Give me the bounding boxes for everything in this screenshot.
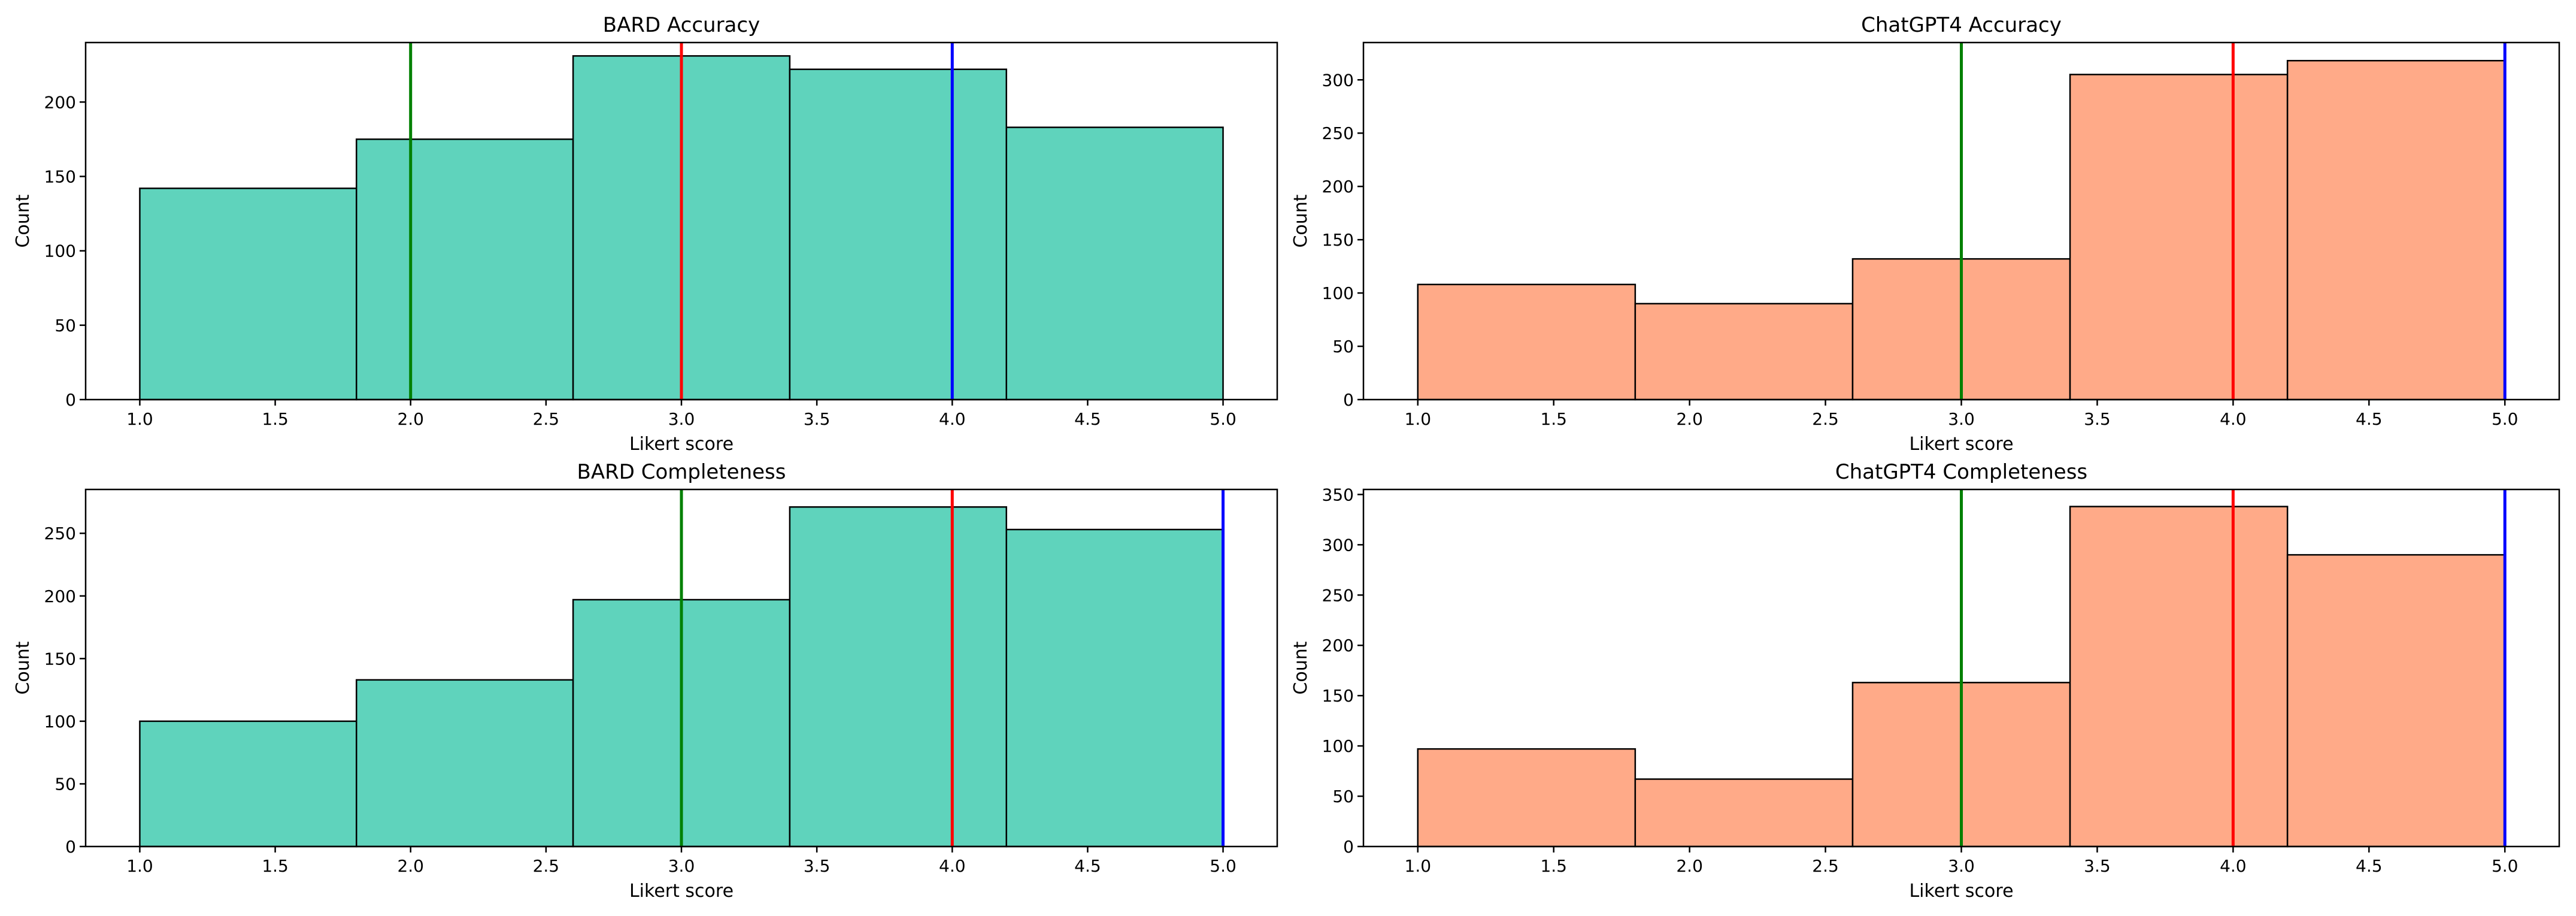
chart-title: ChatGPT4 Completeness bbox=[1835, 460, 2087, 484]
x-tick-label: 1.0 bbox=[126, 856, 153, 876]
y-tick-label: 200 bbox=[44, 92, 76, 112]
histogram-bar bbox=[2286, 554, 2506, 848]
histogram-bar bbox=[1005, 126, 1224, 401]
y-axis-label: Count bbox=[13, 194, 34, 247]
x-tick-label: 1.5 bbox=[262, 856, 289, 876]
y-tick-label: 0 bbox=[65, 390, 76, 410]
x-axis-label: Likert score bbox=[1909, 881, 2013, 902]
x-tick-label: 4.0 bbox=[2220, 409, 2247, 429]
y-tick-label: 100 bbox=[44, 712, 76, 731]
x-tick-label: 5.0 bbox=[1210, 856, 1237, 876]
chart-bard-completeness: 1.0 1.5 2.0 2.5 3.0 3.5 4.0 4.5 5.0 0 50 100 150 200 2… bbox=[13, 460, 1278, 902]
histogram-bar bbox=[139, 188, 357, 401]
y-tick-label: 350 bbox=[1322, 485, 1354, 504]
histogram-bar bbox=[1417, 748, 1636, 848]
y-tick-label: 250 bbox=[1322, 123, 1354, 143]
histogram-bar bbox=[1005, 528, 1224, 848]
histogram-bar bbox=[1634, 303, 1854, 401]
x-tick-label: 1.0 bbox=[1405, 409, 1432, 429]
y-tick-label: 150 bbox=[44, 167, 76, 187]
y-tick-label: 300 bbox=[1322, 535, 1354, 555]
y-tick-label: 0 bbox=[1343, 837, 1354, 857]
histogram-bar bbox=[2069, 74, 2289, 401]
histogram-bar bbox=[1417, 283, 1636, 401]
x-tick-label: 2.5 bbox=[1812, 856, 1839, 876]
x-tick-label: 3.0 bbox=[668, 409, 695, 429]
y-tick-label: 200 bbox=[44, 587, 76, 606]
chart-bard-accuracy: 1.0 1.5 2.0 2.5 3.0 3.5 4.0 4.5 5.0 0 50 100 150 200 B… bbox=[13, 13, 1278, 455]
y-tick-label: 50 bbox=[1332, 787, 1354, 806]
histogram-bar bbox=[789, 506, 1007, 848]
y-axis-label: Count bbox=[1290, 641, 1311, 694]
x-tick-label: 1.5 bbox=[262, 409, 289, 429]
x-axis-label: Likert score bbox=[629, 881, 734, 902]
x-tick-label: 4.0 bbox=[2220, 856, 2247, 876]
y-axis-label: Count bbox=[1290, 194, 1311, 247]
y-axis-label: Count bbox=[13, 641, 34, 694]
chart-title: BARD Completeness bbox=[577, 460, 786, 484]
histogram-bar bbox=[2069, 506, 2289, 848]
x-tick-label: 3.0 bbox=[668, 856, 695, 876]
x-axis-label: Likert score bbox=[1909, 434, 2013, 455]
chart-chatgpt4-completeness: 1.0 1.5 2.0 2.5 3.0 3.5 4.0 4.5 5.0 0 50 100 150 200 2… bbox=[1290, 460, 2560, 902]
x-tick-label: 4.5 bbox=[1074, 409, 1101, 429]
x-tick-label: 3.5 bbox=[804, 409, 831, 429]
histogram-bar bbox=[789, 68, 1007, 401]
x-tick-label: 2.0 bbox=[397, 856, 424, 876]
x-tick-label: 1.5 bbox=[1540, 856, 1567, 876]
x-tick-label: 4.5 bbox=[2356, 856, 2383, 876]
chart-title: BARD Accuracy bbox=[603, 13, 760, 37]
x-tick-label: 1.0 bbox=[126, 409, 153, 429]
y-tick-label: 250 bbox=[1322, 585, 1354, 605]
histogram-bar bbox=[1634, 778, 1854, 848]
histogram-bar bbox=[356, 679, 574, 848]
chart-title: ChatGPT4 Accuracy bbox=[1861, 13, 2062, 37]
y-tick-label: 150 bbox=[44, 649, 76, 669]
x-tick-label: 4.5 bbox=[2356, 409, 2383, 429]
x-tick-label: 1.5 bbox=[1540, 409, 1567, 429]
x-axis-label: Likert score bbox=[629, 434, 734, 455]
x-tick-label: 1.0 bbox=[1405, 856, 1432, 876]
histogram-bar bbox=[139, 720, 357, 848]
y-tick-label: 100 bbox=[44, 241, 76, 261]
y-tick-label: 250 bbox=[44, 524, 76, 543]
y-tick-label: 100 bbox=[1322, 736, 1354, 756]
y-tick-label: 150 bbox=[1322, 230, 1354, 250]
x-tick-label: 2.5 bbox=[1812, 409, 1839, 429]
y-tick-label: 0 bbox=[1343, 390, 1354, 410]
y-tick-label: 300 bbox=[1322, 70, 1354, 90]
y-tick-label: 200 bbox=[1322, 636, 1354, 655]
y-tick-label: 0 bbox=[65, 837, 76, 857]
x-tick-label: 5.0 bbox=[1210, 409, 1237, 429]
x-tick-label: 4.0 bbox=[939, 856, 966, 876]
y-tick-label: 50 bbox=[54, 316, 76, 335]
histogram-bar bbox=[356, 138, 574, 401]
x-tick-label: 5.0 bbox=[2492, 409, 2519, 429]
y-tick-label: 200 bbox=[1322, 177, 1354, 196]
histogram-bar bbox=[2286, 59, 2506, 401]
x-tick-label: 5.0 bbox=[2492, 856, 2519, 876]
x-tick-label: 3.0 bbox=[1948, 409, 1975, 429]
x-tick-label: 4.5 bbox=[1074, 856, 1101, 876]
x-tick-label: 2.5 bbox=[533, 856, 560, 876]
x-tick-label: 3.0 bbox=[1948, 856, 1975, 876]
x-tick-label: 3.5 bbox=[804, 856, 831, 876]
x-tick-label: 3.5 bbox=[2084, 856, 2111, 876]
x-tick-label: 4.0 bbox=[939, 409, 966, 429]
y-tick-label: 50 bbox=[1332, 337, 1354, 356]
y-tick-label: 100 bbox=[1322, 283, 1354, 303]
y-tick-label: 50 bbox=[54, 774, 76, 794]
x-tick-label: 3.5 bbox=[2084, 409, 2111, 429]
y-tick-label: 150 bbox=[1322, 686, 1354, 706]
chart-chatgpt4-accuracy: 1.0 1.5 2.0 2.5 3.0 3.5 4.0 4.5 5.0 0 50 100 150 200 2… bbox=[1290, 13, 2560, 455]
x-tick-label: 2.5 bbox=[533, 409, 560, 429]
x-tick-label: 2.0 bbox=[1676, 856, 1703, 876]
x-tick-label: 2.0 bbox=[1676, 409, 1703, 429]
x-tick-label: 2.0 bbox=[397, 409, 424, 429]
